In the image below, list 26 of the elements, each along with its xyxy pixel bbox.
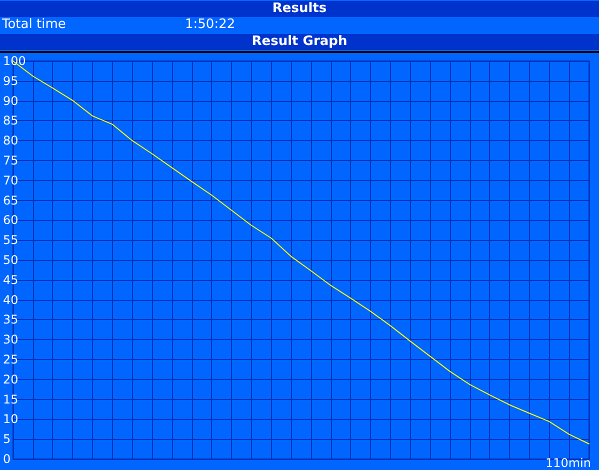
y-tick-label: 95 (3, 74, 18, 88)
y-tick-label: 30 (3, 332, 18, 347)
text: Total time (2, 17, 66, 33)
annotation: 110min (545, 456, 591, 470)
y-tick-label: 10 (3, 412, 18, 426)
y-tick-label: 25 (3, 352, 18, 366)
y-tick-label: 65 (3, 193, 18, 208)
y-tick-label: 40 (3, 292, 18, 307)
y-tick-label: 15 (3, 392, 18, 406)
y-tick-label: 5 (3, 432, 11, 446)
y-tick-label: 60 (3, 213, 18, 228)
y-tick-label: 50 (3, 253, 18, 267)
y-tick-label: 20 (3, 372, 18, 386)
y-tick-label: 55 (3, 233, 18, 248)
chart-title: Results (0, 0, 599, 17)
y-tick-label: 80 (3, 134, 18, 148)
y-tick-label: 100 (3, 54, 26, 68)
y-tick-label: 0 (3, 452, 11, 466)
y-tick-label: 85 (3, 114, 18, 128)
y-tick-label: 75 (3, 154, 18, 168)
chart-subtitle: Result Graph (0, 33, 599, 50)
y-tick-label: 35 (3, 312, 18, 327)
y-tick-label: 90 (3, 94, 18, 108)
y-tick-label: 70 (3, 173, 18, 188)
y-tick-label: 45 (3, 272, 18, 287)
text: 1:50:22 (185, 17, 236, 33)
